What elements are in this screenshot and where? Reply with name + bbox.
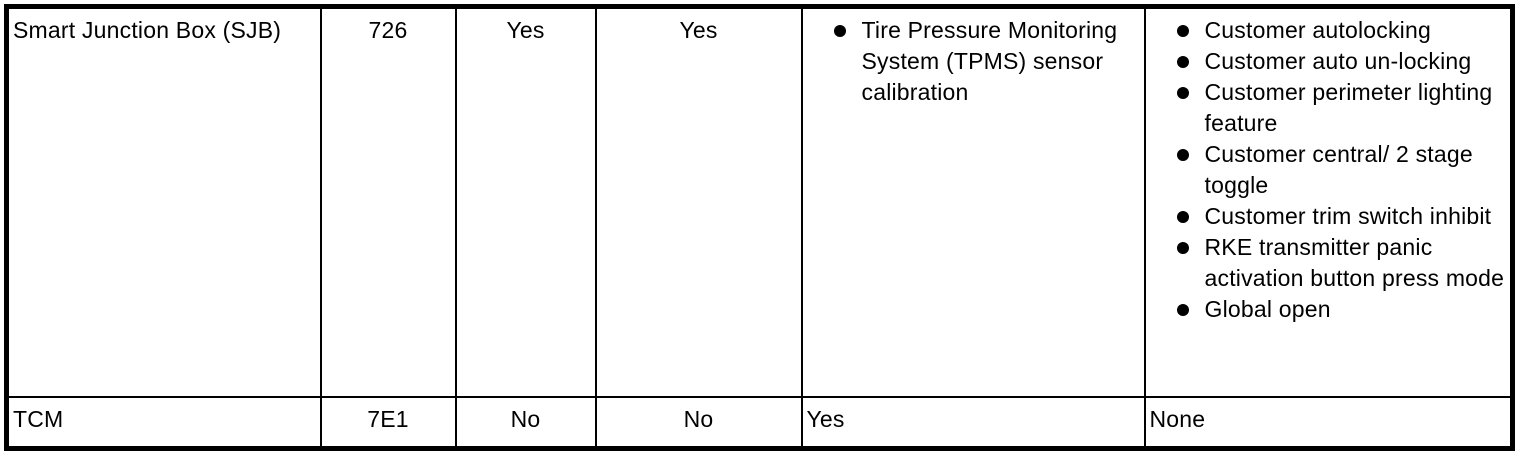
cell-module-name: Smart Junction Box (SJB) — [5, 5, 322, 398]
bullet-item: Tire Pressure Monitoring System (TPMS) s… — [807, 15, 1140, 108]
module-configuration-table: Smart Junction Box (SJB) 726 Yes Yes Tir… — [4, 4, 1515, 451]
cell-features: Customer autolocking Customer auto un-loc… — [1143, 5, 1514, 398]
table-row-tcm: TCM 7E1 No No Yes None — [5, 395, 1514, 450]
cell-module-name: TCM — [5, 395, 322, 450]
cell-flag-a: Yes — [454, 5, 597, 398]
cell-flag-b: No — [594, 395, 803, 450]
bullet-item: Customer trim switch inhibit — [1150, 201, 1507, 232]
cell-procedures: Tire Pressure Monitoring System (TPMS) s… — [800, 5, 1146, 398]
cell-module-address: 7E1 — [319, 395, 457, 450]
bullet-item: Global open — [1150, 294, 1507, 325]
cell-module-address: 726 — [319, 5, 457, 398]
cell-procedures: Yes — [800, 395, 1146, 450]
bullet-item: Customer autolocking — [1150, 15, 1507, 46]
cell-features: None — [1143, 395, 1514, 450]
cell-flag-a: No — [454, 395, 597, 450]
table-row-sjb: Smart Junction Box (SJB) 726 Yes Yes Tir… — [5, 5, 1514, 398]
bullet-item: Customer perimeter lighting feature — [1150, 77, 1507, 139]
procedures-bullet-list: Tire Pressure Monitoring System (TPMS) s… — [807, 15, 1140, 108]
bullet-item: RKE transmitter panic activation button … — [1150, 232, 1507, 294]
cell-flag-b: Yes — [594, 5, 803, 398]
bullet-item: Customer central/ 2 stage toggle — [1150, 139, 1507, 201]
bullet-item: Customer auto un-locking — [1150, 46, 1507, 77]
features-bullet-list: Customer autolocking Customer auto un-loc… — [1150, 15, 1507, 325]
